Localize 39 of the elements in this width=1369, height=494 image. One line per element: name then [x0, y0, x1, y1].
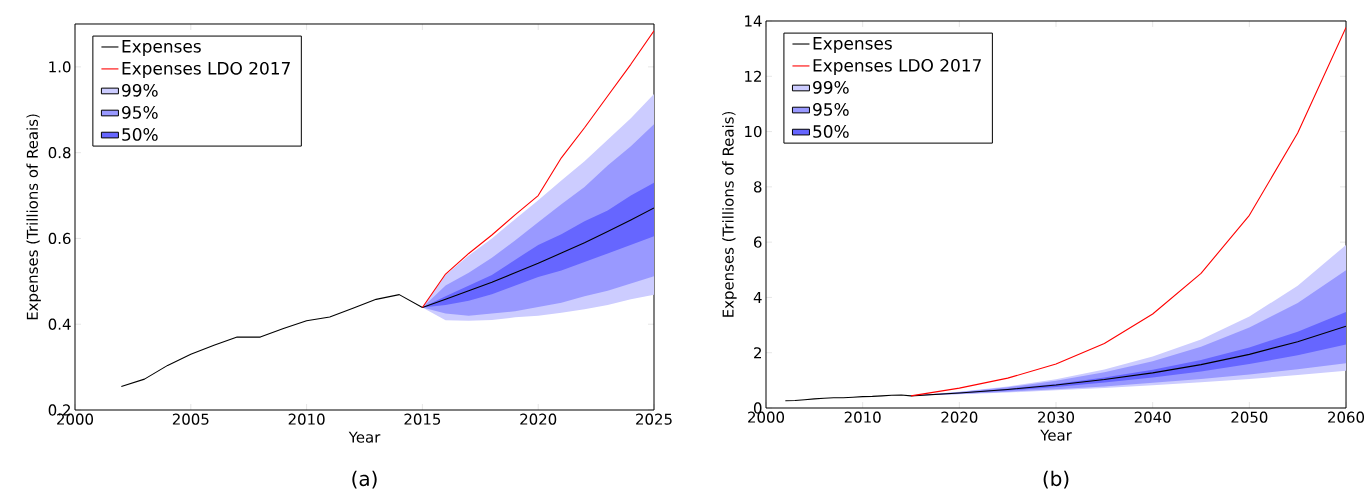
y-tick-label: 4: [753, 291, 762, 303]
legend-label: Expenses: [813, 37, 892, 53]
legend-label: 99%: [122, 83, 158, 97]
y-tick-label: 12: [745, 70, 761, 82]
x-tick-label: 2025: [636, 413, 672, 425]
y-tick-label: 0.6: [48, 232, 71, 245]
x-tick-label: 2010: [288, 413, 325, 425]
y-tick-label: 2: [754, 347, 761, 359]
x-tick-label: 2060: [1328, 411, 1365, 423]
legend-label: 95%: [122, 105, 158, 119]
x-tick-label: 2050: [1231, 411, 1268, 423]
y-tick-label: 0.8: [48, 147, 71, 159]
y-axis-title: Expenses (Trillions of Reais): [722, 111, 737, 317]
y-tick-label: 10: [745, 125, 762, 138]
text: (a): [352, 470, 377, 489]
legend-label: Expenses LDO 2017: [122, 61, 290, 78]
x-axis-title: Year: [1040, 429, 1072, 441]
legend-label: 95%: [813, 103, 849, 116]
y-tick-label: 0.4: [48, 318, 71, 330]
line-series: [421, 30, 655, 309]
y-tick-label: 14: [745, 15, 762, 27]
x-tick-label: 2015: [404, 413, 441, 425]
x-tick-label: 2020: [520, 413, 557, 425]
legend-label: Expenses: [122, 40, 201, 56]
x-tick-label: 2020: [941, 411, 978, 423]
legend-label: Expenses LDO 2017: [813, 58, 981, 75]
x-tick-label: 2040: [1134, 411, 1171, 423]
x-tick-label: 2010: [844, 411, 881, 423]
text: (b): [1043, 470, 1069, 489]
y-axis-title: Expenses (Trillions of Reais): [26, 114, 41, 320]
x-tick-label: 2030: [1038, 411, 1075, 423]
y-tick-label: 6: [754, 236, 762, 248]
x-tick-label: 2005: [172, 413, 209, 425]
y-tick-label: 8: [754, 181, 762, 193]
legend-label: 99%: [813, 80, 849, 94]
y-tick-label: 1.0: [49, 61, 71, 73]
legend-label: 50%: [813, 125, 849, 138]
legend-label: 50%: [122, 128, 158, 141]
x-axis-title: Year: [348, 431, 381, 443]
